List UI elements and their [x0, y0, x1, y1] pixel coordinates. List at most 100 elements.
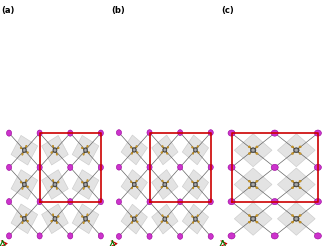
- Circle shape: [98, 164, 103, 170]
- Circle shape: [21, 153, 23, 155]
- Circle shape: [166, 153, 168, 154]
- Circle shape: [27, 152, 29, 154]
- Circle shape: [53, 148, 57, 153]
- Circle shape: [251, 217, 255, 220]
- Circle shape: [130, 146, 132, 148]
- Circle shape: [20, 215, 22, 217]
- Circle shape: [271, 164, 278, 170]
- Circle shape: [37, 130, 42, 136]
- Polygon shape: [72, 135, 99, 165]
- Circle shape: [194, 183, 197, 186]
- Circle shape: [248, 180, 250, 182]
- Circle shape: [293, 182, 299, 187]
- Polygon shape: [152, 169, 178, 200]
- Circle shape: [299, 214, 301, 216]
- Circle shape: [53, 216, 57, 221]
- Circle shape: [7, 233, 12, 239]
- Circle shape: [293, 216, 299, 221]
- Circle shape: [83, 182, 87, 187]
- Circle shape: [88, 152, 90, 154]
- Circle shape: [68, 164, 73, 170]
- Polygon shape: [42, 204, 68, 234]
- Text: (b): (b): [112, 6, 125, 15]
- Circle shape: [23, 149, 26, 152]
- Text: (a): (a): [2, 6, 15, 15]
- Circle shape: [22, 216, 26, 221]
- Circle shape: [198, 221, 199, 223]
- Circle shape: [256, 180, 258, 182]
- Circle shape: [193, 182, 197, 187]
- Circle shape: [198, 186, 199, 188]
- Polygon shape: [152, 135, 178, 165]
- Circle shape: [7, 164, 12, 170]
- Circle shape: [295, 217, 298, 220]
- Circle shape: [293, 148, 299, 153]
- Circle shape: [291, 221, 294, 223]
- Circle shape: [147, 233, 152, 239]
- Circle shape: [208, 233, 213, 239]
- Circle shape: [299, 146, 301, 148]
- Circle shape: [68, 199, 73, 205]
- Circle shape: [164, 183, 166, 186]
- Circle shape: [133, 218, 136, 220]
- Circle shape: [20, 181, 22, 183]
- Circle shape: [83, 153, 84, 155]
- Polygon shape: [182, 135, 209, 165]
- Circle shape: [57, 215, 59, 217]
- Circle shape: [314, 130, 321, 136]
- Circle shape: [87, 214, 88, 216]
- Circle shape: [197, 180, 199, 182]
- Circle shape: [22, 182, 26, 187]
- Circle shape: [193, 217, 197, 221]
- Polygon shape: [234, 134, 272, 167]
- Circle shape: [25, 145, 27, 147]
- Circle shape: [84, 183, 87, 186]
- Circle shape: [162, 180, 163, 182]
- Circle shape: [314, 164, 321, 170]
- Circle shape: [228, 164, 235, 170]
- Circle shape: [116, 130, 121, 136]
- Circle shape: [178, 164, 183, 170]
- Circle shape: [197, 145, 199, 147]
- Circle shape: [37, 233, 42, 239]
- Circle shape: [137, 221, 138, 223]
- Circle shape: [54, 217, 56, 220]
- Circle shape: [88, 186, 90, 188]
- Circle shape: [116, 199, 121, 205]
- Circle shape: [56, 187, 58, 190]
- Circle shape: [54, 149, 56, 152]
- Circle shape: [25, 214, 27, 216]
- Circle shape: [7, 199, 12, 205]
- Polygon shape: [234, 202, 272, 235]
- Circle shape: [295, 183, 298, 186]
- Circle shape: [98, 199, 103, 205]
- Circle shape: [250, 148, 256, 153]
- Circle shape: [57, 181, 59, 183]
- Circle shape: [161, 221, 163, 223]
- Circle shape: [132, 217, 136, 221]
- Polygon shape: [72, 170, 99, 199]
- Polygon shape: [11, 170, 38, 199]
- Circle shape: [88, 220, 90, 222]
- Circle shape: [147, 130, 152, 136]
- Circle shape: [25, 179, 27, 182]
- Circle shape: [50, 152, 52, 154]
- Circle shape: [53, 182, 57, 187]
- Circle shape: [208, 130, 213, 136]
- Circle shape: [83, 148, 87, 153]
- Circle shape: [131, 222, 133, 224]
- Circle shape: [7, 130, 12, 136]
- Circle shape: [256, 214, 258, 216]
- Circle shape: [27, 220, 29, 222]
- Circle shape: [228, 233, 235, 239]
- Circle shape: [256, 221, 258, 223]
- Circle shape: [194, 149, 197, 151]
- Circle shape: [163, 217, 167, 221]
- Polygon shape: [278, 134, 315, 167]
- Circle shape: [20, 147, 22, 149]
- Circle shape: [248, 221, 250, 223]
- Circle shape: [248, 187, 250, 189]
- Circle shape: [87, 179, 88, 182]
- Circle shape: [163, 148, 167, 152]
- Circle shape: [198, 152, 199, 154]
